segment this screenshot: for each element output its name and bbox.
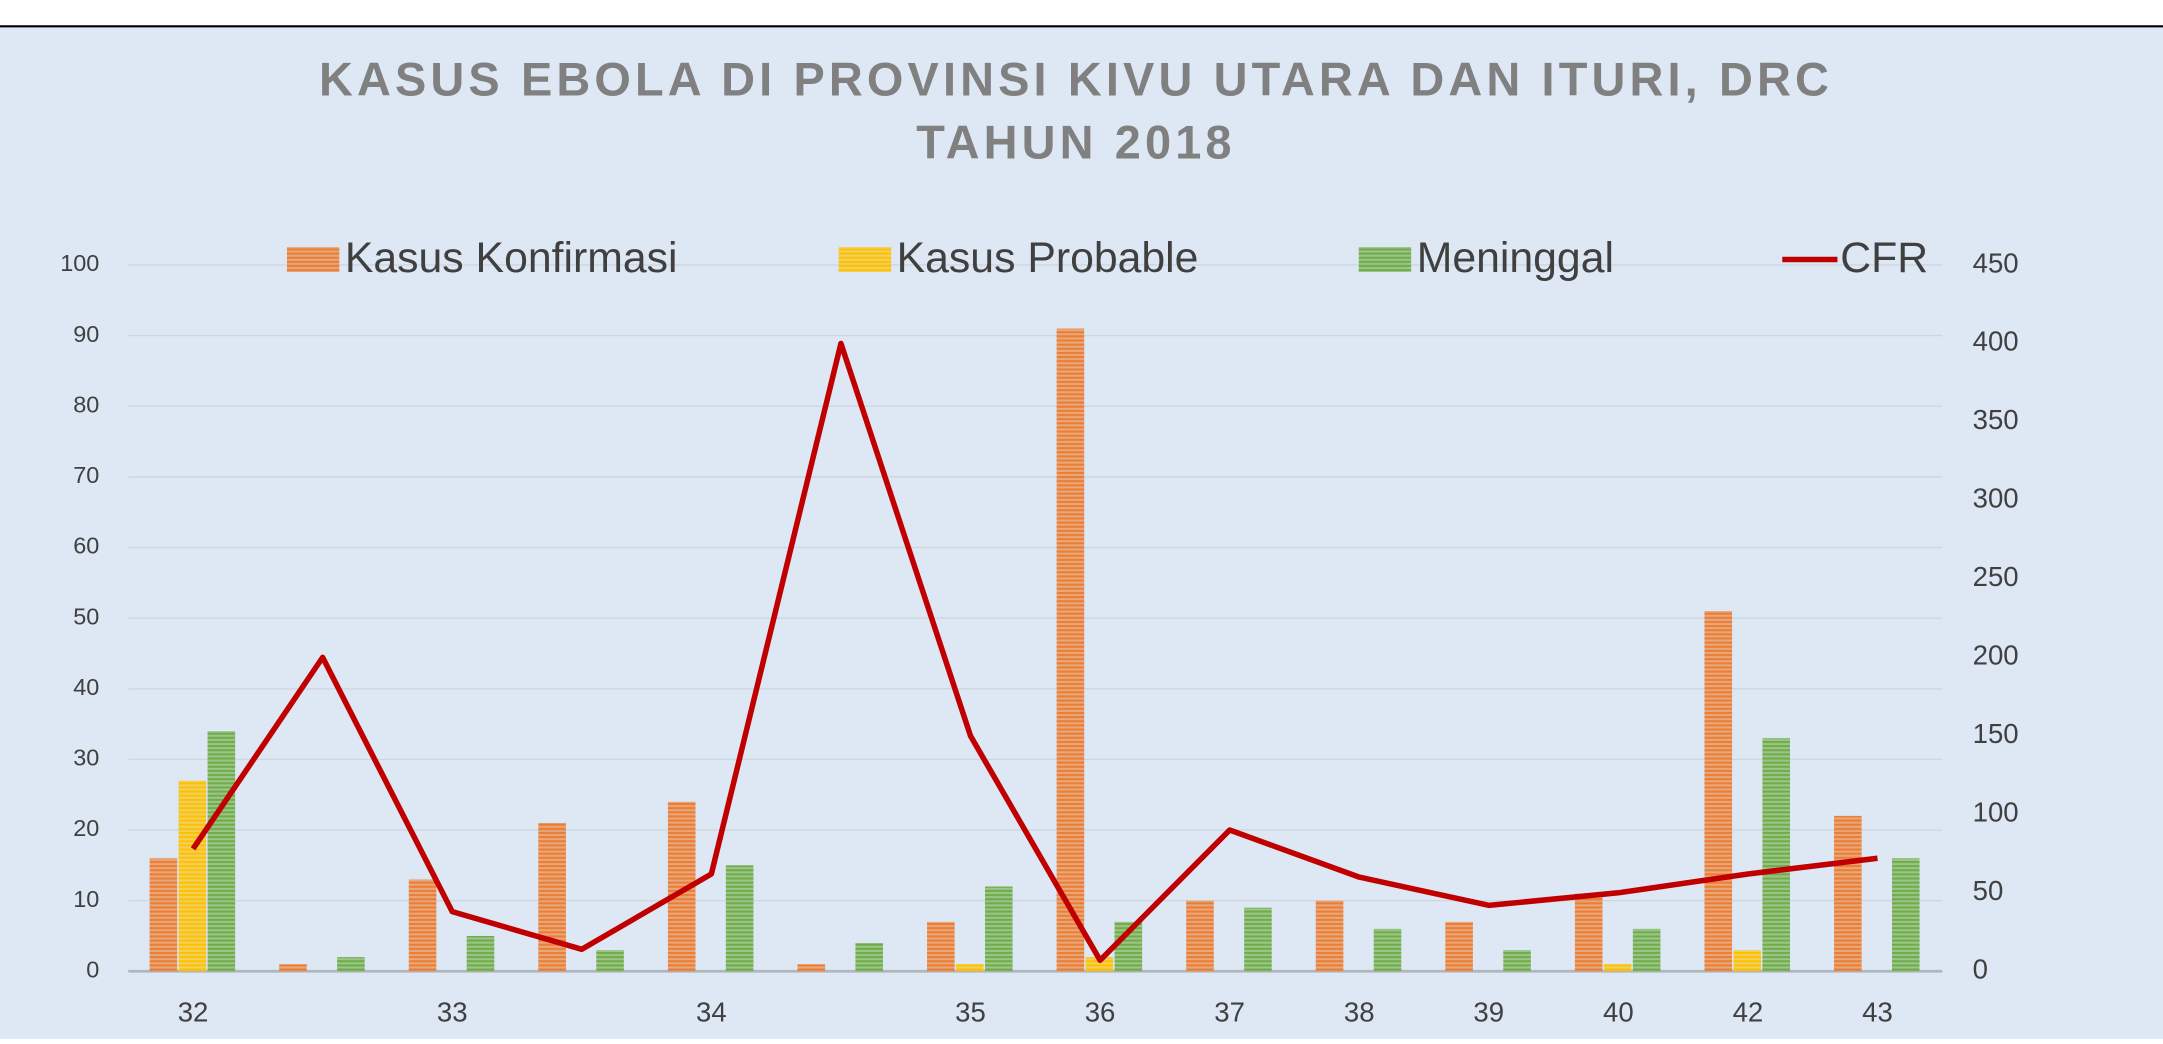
bar <box>1762 738 1791 972</box>
bar <box>538 822 566 972</box>
legend-label: Kasus Probable <box>897 234 1199 282</box>
bar <box>1603 964 1632 972</box>
bar <box>596 950 624 972</box>
x-tick-label: 36 <box>1085 996 1116 1027</box>
y-tick-label: 10 <box>73 886 99 912</box>
y2-tick-label: 0 <box>1973 954 1988 985</box>
x-tick-label: 37 <box>1214 996 1245 1027</box>
chart-title: KASUS EBOLA DI PROVINSI KIVU UTARA DAN I… <box>319 53 1833 105</box>
y2-tick-label: 150 <box>1973 718 2019 749</box>
x-tick-label: 34 <box>696 996 727 1027</box>
bar <box>1056 328 1085 972</box>
bar <box>337 957 365 972</box>
y-tick-label: 20 <box>73 815 99 841</box>
y-tick-label: 0 <box>86 956 99 982</box>
bar <box>1244 907 1272 972</box>
y2-tick-label: 200 <box>1973 640 2019 671</box>
y2-tick-label: 50 <box>1973 875 2004 906</box>
bar <box>1315 900 1344 972</box>
bar <box>279 964 307 972</box>
bar <box>1834 815 1862 972</box>
bar <box>149 858 178 972</box>
legend-swatch <box>838 247 892 272</box>
bar <box>1704 611 1733 972</box>
bar <box>1891 858 1920 972</box>
bar <box>1373 928 1402 972</box>
y2-tick-label: 350 <box>1973 404 2019 435</box>
legend-label: Kasus Konfirmasi <box>345 234 678 282</box>
y2-tick-label: 300 <box>1973 483 2019 514</box>
y2-tick-label: 400 <box>1973 326 2019 357</box>
x-tick-label: 32 <box>178 996 209 1027</box>
y-tick-label: 70 <box>73 462 99 488</box>
y-tick-label: 90 <box>73 321 99 347</box>
bar <box>984 886 1013 972</box>
bar <box>725 865 754 972</box>
bar <box>1574 893 1603 972</box>
x-tick-label: 35 <box>955 996 986 1027</box>
x-tick-label: 43 <box>1862 996 1893 1027</box>
bar <box>207 731 236 972</box>
bar <box>1445 921 1473 972</box>
bar <box>408 879 437 972</box>
bar <box>927 921 955 972</box>
bar <box>1632 928 1661 972</box>
bar <box>1503 950 1531 972</box>
x-tick-label: 39 <box>1473 996 1504 1027</box>
bar <box>956 964 984 972</box>
bar <box>1186 900 1214 972</box>
y-tick-label: 60 <box>73 533 99 559</box>
y-tick-label: 100 <box>60 250 99 276</box>
bar <box>797 964 826 972</box>
y-tick-label: 50 <box>73 603 99 629</box>
line <box>190 340 1878 964</box>
y2-tick-label: 250 <box>1973 561 2019 592</box>
y2-tick-label: 450 <box>1973 247 2019 278</box>
chart-title: TAHUN 2018 <box>916 117 1235 169</box>
bar <box>1733 950 1762 972</box>
y-tick-label: 40 <box>73 674 99 700</box>
legend-swatch <box>286 247 340 272</box>
y2-tick-label: 100 <box>1973 797 2019 828</box>
bar <box>178 780 207 972</box>
legend-label: Meninggal <box>1417 234 1614 282</box>
x-tick-label: 38 <box>1344 996 1375 1027</box>
x-tick-label: 40 <box>1603 996 1634 1027</box>
x-tick-label: 33 <box>437 996 468 1027</box>
bar <box>466 935 495 972</box>
x-tick-label: 42 <box>1733 996 1764 1027</box>
bar <box>855 943 884 972</box>
y-tick-label: 30 <box>73 745 99 771</box>
legend-swatch <box>1358 247 1412 272</box>
legend-label: CFR <box>1840 234 1928 282</box>
bar <box>1085 957 1114 972</box>
y-tick-label: 80 <box>73 391 99 417</box>
